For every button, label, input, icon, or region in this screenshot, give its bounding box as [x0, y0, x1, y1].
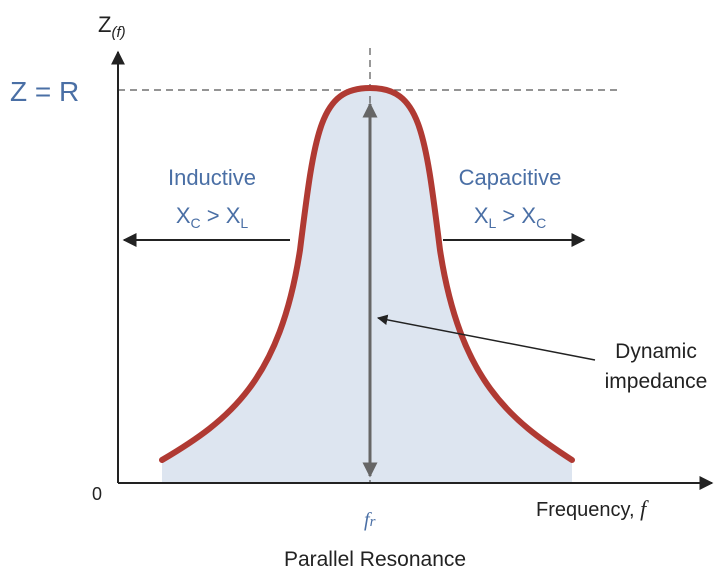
subscript: L [240, 215, 248, 231]
y-subscript: (f) [111, 24, 125, 41]
capacitive-condition: XL > XC [474, 203, 546, 231]
inductive-condition: XC > XL [176, 203, 249, 231]
subscript: C [191, 215, 201, 231]
inductive-title: Inductive [168, 165, 256, 190]
caption: Parallel Resonance [284, 548, 466, 571]
operator: > [201, 203, 226, 228]
origin-label: 0 [92, 484, 102, 504]
operator: > [496, 203, 521, 228]
subscript: L [489, 215, 497, 231]
peak-label: Z = R [10, 76, 79, 107]
subscript: C [536, 215, 546, 231]
annotation-line: Dynamic [615, 340, 697, 363]
y-axis-label: Z(f) [98, 12, 126, 41]
label: Frequency, [536, 499, 640, 521]
annotation-arrow [376, 314, 596, 361]
x-axis-label: Frequency, f [536, 496, 649, 521]
curve-fill [162, 88, 572, 483]
term: X [474, 203, 489, 228]
symbol: f [364, 509, 372, 531]
resonant-frequency-label: fr [364, 509, 376, 531]
y-symbol: Z [98, 12, 111, 37]
annotation-line: impedance [605, 370, 708, 393]
capacitive-title: Capacitive [459, 165, 562, 190]
symbol: f [640, 496, 649, 521]
term: X [226, 203, 241, 228]
impedance-curve [159, 84, 575, 463]
term: X [521, 203, 536, 228]
subscript: r [370, 514, 376, 530]
term: X [176, 203, 191, 228]
